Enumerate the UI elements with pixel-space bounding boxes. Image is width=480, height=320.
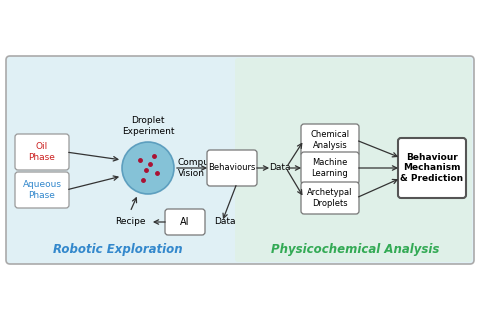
FancyBboxPatch shape xyxy=(15,134,69,170)
FancyBboxPatch shape xyxy=(6,56,474,264)
Text: Data: Data xyxy=(214,218,236,227)
Text: Droplet
Experiment: Droplet Experiment xyxy=(122,116,174,136)
Circle shape xyxy=(122,142,174,194)
Text: Machine
Learning: Machine Learning xyxy=(312,158,348,178)
FancyBboxPatch shape xyxy=(398,138,466,198)
FancyBboxPatch shape xyxy=(301,124,359,156)
FancyBboxPatch shape xyxy=(165,209,205,235)
Text: Chemical
Analysis: Chemical Analysis xyxy=(311,130,349,150)
FancyBboxPatch shape xyxy=(207,150,257,186)
Text: Robotic Exploration: Robotic Exploration xyxy=(53,244,183,257)
Text: Recipe: Recipe xyxy=(115,218,145,227)
FancyBboxPatch shape xyxy=(15,172,69,208)
FancyBboxPatch shape xyxy=(301,152,359,184)
FancyBboxPatch shape xyxy=(301,182,359,214)
FancyBboxPatch shape xyxy=(235,58,472,262)
Text: Archetypal
Droplets: Archetypal Droplets xyxy=(307,188,353,208)
Text: AI: AI xyxy=(180,217,190,227)
Text: Oil
Phase: Oil Phase xyxy=(29,142,55,162)
Text: Behaviour
Mechanism
& Prediction: Behaviour Mechanism & Prediction xyxy=(400,153,464,183)
Text: Data: Data xyxy=(269,164,291,172)
Text: Behaviours: Behaviours xyxy=(208,164,256,172)
Text: Physicochemical Analysis: Physicochemical Analysis xyxy=(271,244,439,257)
Text: Aqueous
Phase: Aqueous Phase xyxy=(23,180,61,200)
Text: Computer
Vision: Computer Vision xyxy=(178,158,223,178)
